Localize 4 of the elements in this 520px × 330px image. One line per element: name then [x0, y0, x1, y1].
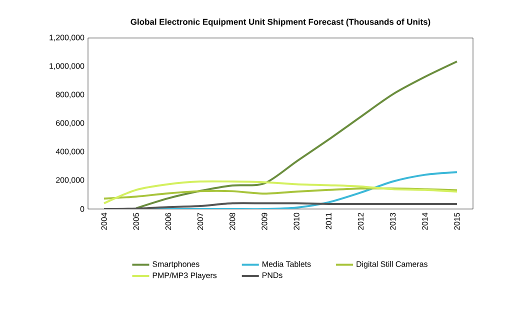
line-series [103, 187, 458, 200]
line-series [135, 60, 458, 209]
line-series [103, 180, 458, 204]
chart-title: Global Electronic Equipment Unit Shipment Forecast (Thousands of Units) [130, 18, 430, 26]
